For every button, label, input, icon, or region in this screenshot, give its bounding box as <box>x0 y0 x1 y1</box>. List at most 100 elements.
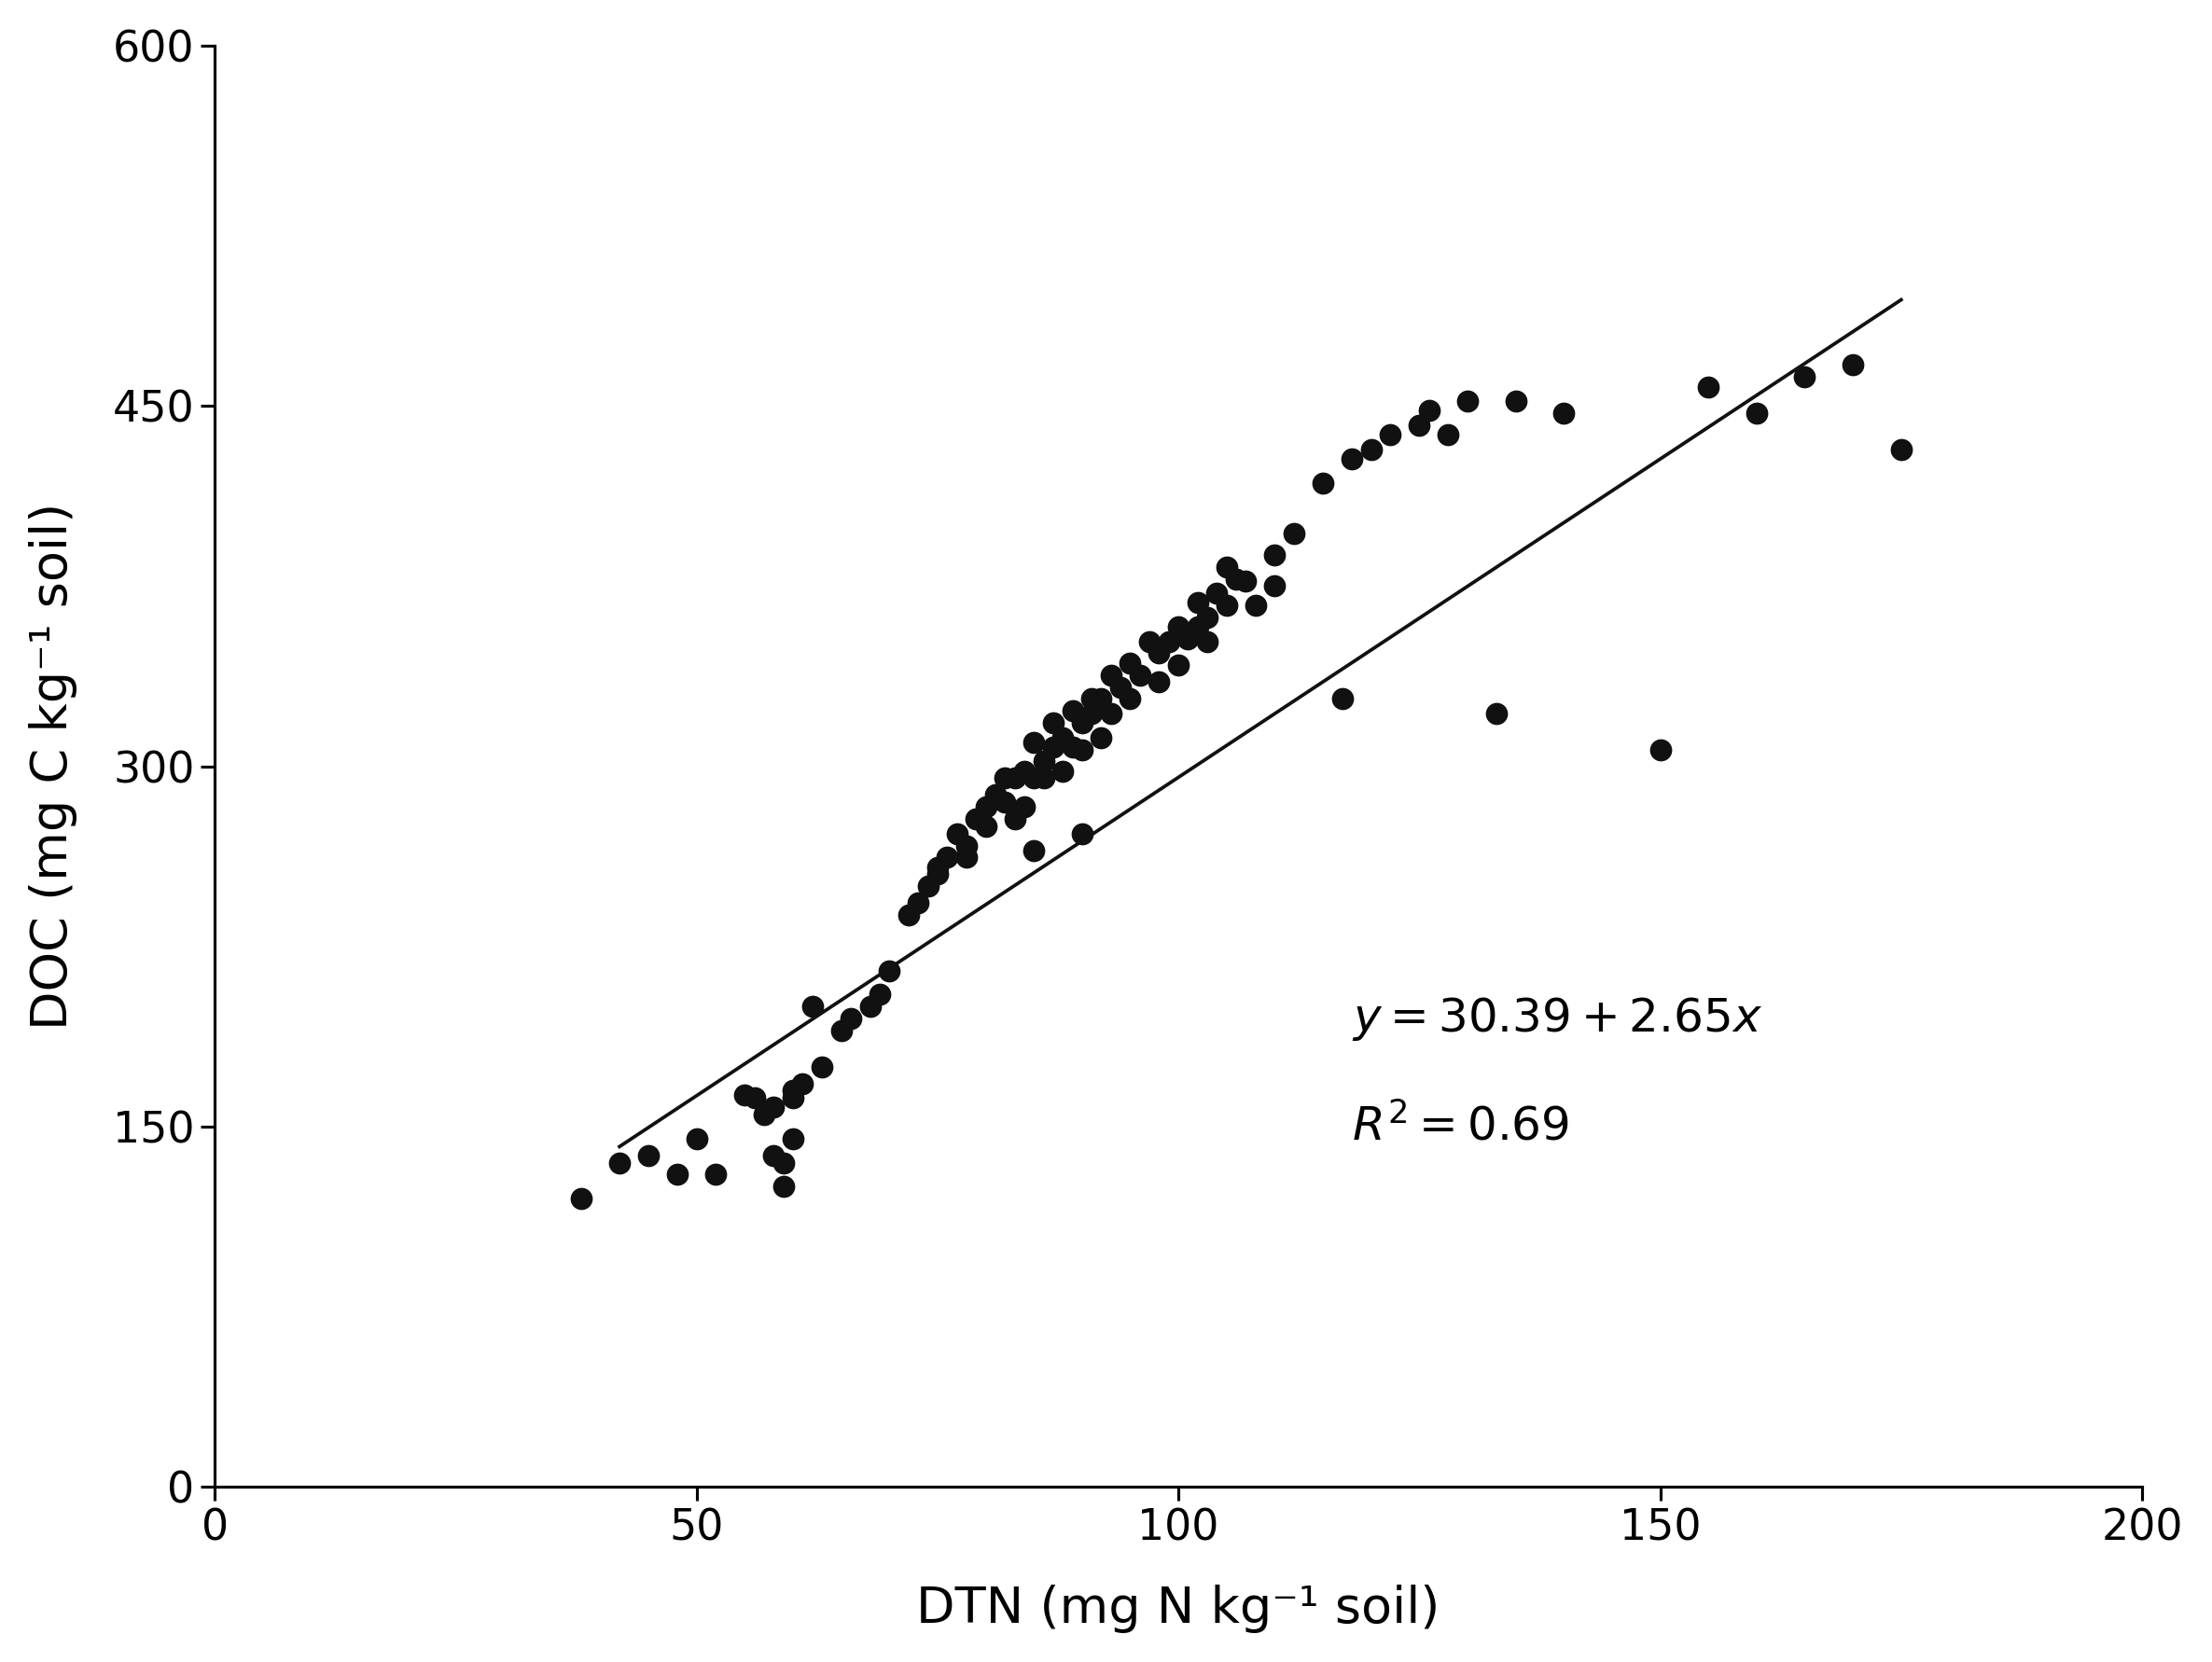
Point <box>909 873 945 899</box>
Point <box>1256 542 1292 568</box>
Point <box>1064 736 1099 763</box>
Text: $y = 30.39 + 2.65x$: $y = 30.39 + 2.65x$ <box>1352 996 1763 1042</box>
Point <box>794 994 830 1020</box>
Point <box>949 844 984 871</box>
Point <box>785 1070 821 1097</box>
Point <box>602 1150 637 1177</box>
Point <box>1882 435 1918 462</box>
Point <box>1026 748 1062 774</box>
Point <box>1478 700 1513 726</box>
Point <box>1256 573 1292 600</box>
Point <box>1161 613 1197 640</box>
Point <box>1431 422 1467 449</box>
Point <box>823 1017 858 1044</box>
Point <box>1113 650 1148 676</box>
Point <box>1015 765 1051 791</box>
Point <box>1334 445 1369 472</box>
Point <box>1006 794 1042 821</box>
Point <box>805 1054 841 1080</box>
Point <box>1044 758 1079 784</box>
Point <box>1084 725 1119 751</box>
Point <box>1015 730 1051 756</box>
Point <box>863 981 898 1007</box>
Point <box>1141 640 1177 666</box>
Point <box>1210 592 1245 618</box>
Point <box>998 765 1033 791</box>
Point <box>1093 661 1128 688</box>
Point <box>929 844 964 871</box>
Point <box>1121 661 1157 688</box>
Point <box>958 806 993 833</box>
Point <box>1064 821 1099 848</box>
Point <box>765 1173 801 1200</box>
Point <box>1190 603 1225 630</box>
Point <box>1498 387 1533 414</box>
Point <box>1093 700 1128 726</box>
Point <box>774 1125 810 1152</box>
Point <box>1325 686 1360 713</box>
Point <box>940 821 975 848</box>
Point <box>1239 592 1274 618</box>
Point <box>1170 625 1206 652</box>
Point <box>757 1094 792 1120</box>
Point <box>1449 387 1484 414</box>
Point <box>920 854 956 881</box>
Point <box>891 902 927 929</box>
Point <box>987 765 1022 791</box>
Point <box>1644 736 1679 763</box>
Point <box>737 1085 772 1112</box>
Point <box>1035 710 1071 736</box>
Point <box>1006 758 1042 784</box>
Y-axis label: DOC (mg C kg⁻¹ soil): DOC (mg C kg⁻¹ soil) <box>29 502 77 1030</box>
Point <box>978 781 1013 808</box>
Point <box>1141 668 1177 695</box>
Point <box>1150 628 1186 655</box>
Point <box>1210 553 1245 580</box>
Point <box>1787 364 1823 391</box>
Point <box>969 813 1004 839</box>
Point <box>1190 628 1225 655</box>
Point <box>1228 568 1263 595</box>
Point <box>1015 838 1051 864</box>
Point <box>1055 733 1091 760</box>
Point <box>852 994 887 1020</box>
Point <box>1276 520 1312 547</box>
Point <box>1179 613 1214 640</box>
Point <box>1133 628 1168 655</box>
Point <box>765 1150 801 1177</box>
Point <box>774 1085 810 1112</box>
Point <box>728 1082 763 1109</box>
Point <box>774 1077 810 1104</box>
Point <box>1836 352 1871 379</box>
Text: $R^2 = 0.69$: $R^2 = 0.69$ <box>1352 1105 1568 1150</box>
Point <box>1113 686 1148 713</box>
Point <box>699 1162 734 1188</box>
Point <box>1055 698 1091 725</box>
Point <box>1690 374 1725 401</box>
Point <box>987 789 1022 816</box>
Point <box>1402 412 1438 439</box>
Point <box>1044 725 1079 751</box>
Point <box>1354 435 1389 462</box>
Point <box>900 889 936 916</box>
Point <box>920 861 956 888</box>
Point <box>998 806 1033 833</box>
Point <box>1739 401 1774 427</box>
X-axis label: DTN (mg N kg⁻¹ soil): DTN (mg N kg⁻¹ soil) <box>916 1584 1440 1632</box>
Point <box>757 1142 792 1168</box>
Point <box>1075 686 1110 713</box>
Point <box>1075 700 1110 726</box>
Point <box>1161 652 1197 678</box>
Point <box>745 1102 781 1128</box>
Point <box>1064 710 1099 736</box>
Point <box>1546 401 1582 427</box>
Point <box>969 794 1004 821</box>
Point <box>1199 580 1234 607</box>
Point <box>1026 765 1062 791</box>
Point <box>564 1185 599 1212</box>
Point <box>1374 422 1409 449</box>
Point <box>834 1006 869 1032</box>
Point <box>872 957 907 984</box>
Point <box>630 1142 666 1168</box>
Point <box>659 1162 695 1188</box>
